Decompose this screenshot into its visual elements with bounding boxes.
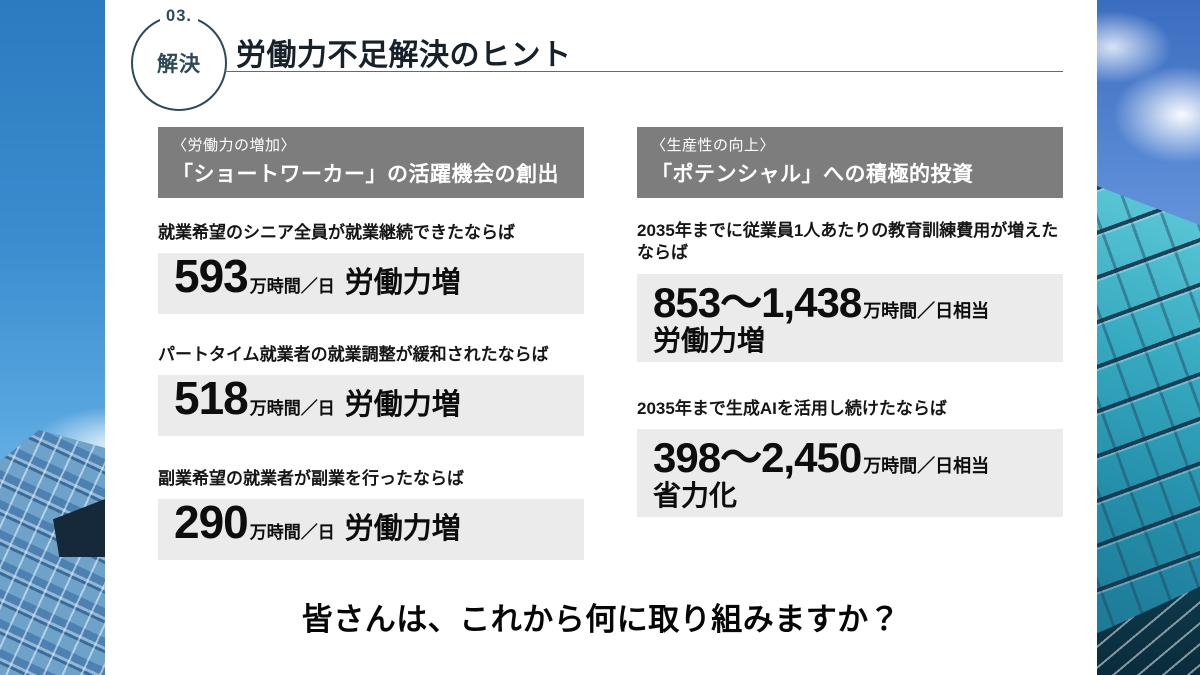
column-heading: 「ポテンシャル」への積極的投資 [651,162,974,186]
right-glass-building-photo [1097,186,1200,675]
stat-caption-genai: 2035年まで生成AIを活用し続けたならば [637,398,947,418]
stat-value: 398〜2,450 [653,433,862,481]
stat-caption-training: 2035年までに従業員1人あたりの教育訓練費用が増えたならば [637,221,1059,263]
stat-label: 省力化 [653,479,738,511]
stat-caption-sidejob: 副業希望の就業者が副業を行ったならば [158,469,464,489]
stat-value: 518 [174,372,249,425]
section-label: 解決 [157,53,201,76]
column-productivity-header: 〈生産性の向上〉 「ポテンシャル」への積極的投資 [637,127,1063,198]
stat-value: 853〜1,438 [653,278,862,326]
column-tag: 〈生産性の向上〉 [651,137,776,154]
stat-unit: 万時間／日相当 [863,300,990,321]
left-sky-photo [0,0,105,675]
stat-box-parttime: 518 万時間／日 労働力増 [158,372,584,437]
column-productivity: 〈生産性の向上〉 「ポテンシャル」への積極的投資 2035年までに従業員1人あた… [637,127,1063,517]
stat-unit: 万時間／日相当 [863,455,990,476]
stat-label: 労働力増 [344,513,461,546]
title-underline [225,71,1063,72]
stat-value-line: 853〜1,438 万時間／日相当 [653,278,1063,326]
stat-unit: 万時間／日 [249,399,335,419]
stat-box-genai: 398〜2,450 万時間／日相当 省力化 [637,428,1063,517]
stat-value: 593 [174,250,249,303]
stat-caption-seniors: 就業希望のシニア全員が就業継続できたならば [158,223,515,242]
section-badge: 03. 解決 [131,7,227,111]
stat-caption-parttime: パートタイム就業者の就業調整が緩和されたならば [158,345,549,365]
closing-question: 皆さんは、これから何に取り組みますか？ [301,602,901,637]
stat-box-training: 853〜1,438 万時間／日相当 労働力増 [637,273,1063,362]
column-labor-increase: 〈労働力の増加〉 「ショートワーカー」の活躍機会の創出 就業希望のシニア全員が就… [158,127,584,561]
column-tag: 〈労働力の増加〉 [172,137,297,154]
column-heading: 「ショートワーカー」の活躍機会の創出 [172,162,559,186]
stat-box-sidejob: 290 万時間／日 労働力増 [158,496,584,561]
stat-unit: 万時間／日 [249,523,335,543]
column-labor-increase-header: 〈労働力の増加〉 「ショートワーカー」の活躍機会の創出 [158,127,584,198]
right-sky-photo [1097,0,1200,675]
stat-box-seniors: 593 万時間／日 労働力増 [158,250,584,315]
page-title: 労働力不足解決のヒント [236,39,572,72]
stat-label: 労働力増 [344,389,461,422]
stat-value: 290 [174,496,249,549]
stat-value-line: 398〜2,450 万時間／日相当 [653,433,1063,481]
section-number: 03. [160,7,198,26]
stat-label: 労働力増 [653,324,766,356]
stat-unit: 万時間／日 [249,277,335,297]
stat-label: 労働力増 [344,267,461,300]
